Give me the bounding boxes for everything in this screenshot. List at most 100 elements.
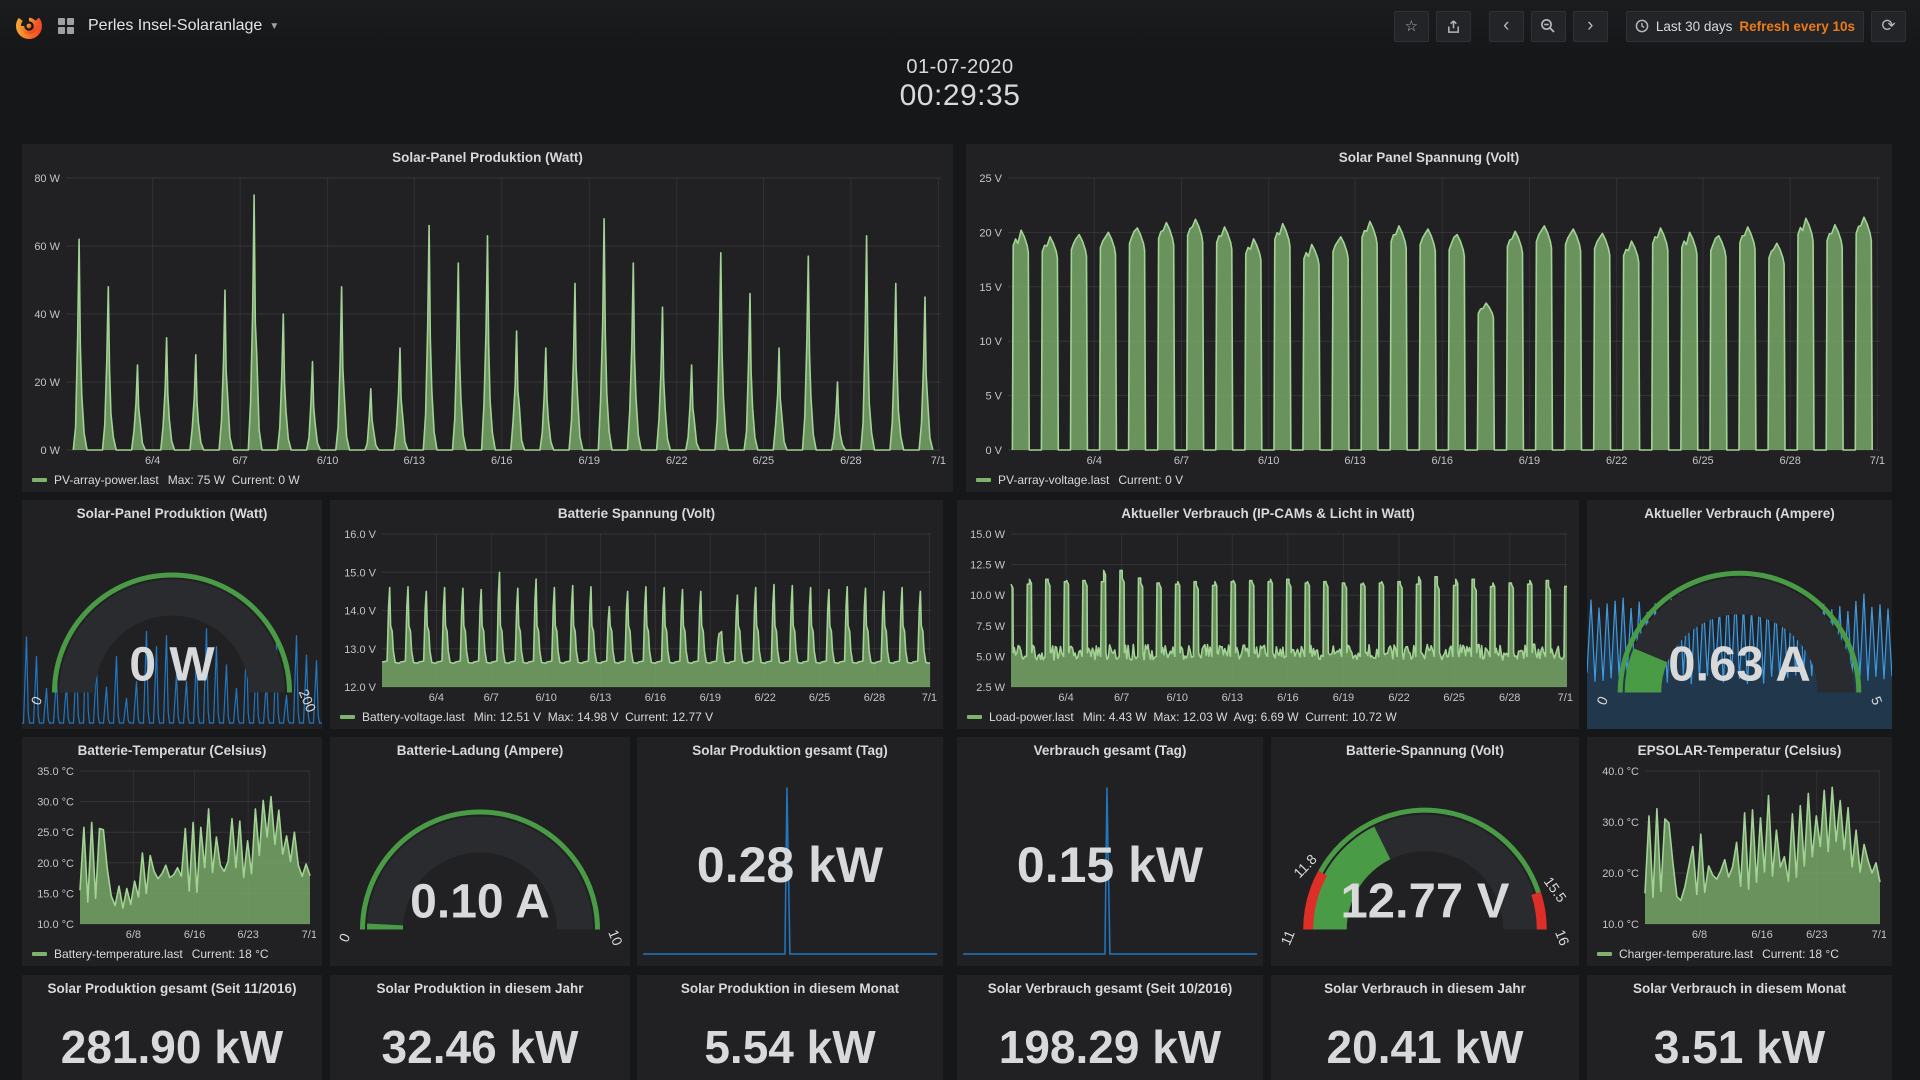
svg-text:10.0 °C: 10.0 °C [37, 919, 74, 931]
svg-text:10: 10 [605, 927, 626, 948]
legend-series-name[interactable]: Charger-temperature.last [1619, 947, 1754, 961]
time-range-picker[interactable]: Last 30 days Refresh every 10s [1625, 10, 1864, 42]
svg-text:6/7: 6/7 [1174, 455, 1189, 467]
refresh-icon: ⟳ [1881, 16, 1896, 35]
panel-total-produktion-gesamt: Solar Produktion gesamt (Seit 11/2016) 2… [22, 975, 322, 1080]
star-button[interactable]: ☆ [1393, 10, 1429, 42]
stat-value: 20.41 kW [1326, 1021, 1524, 1073]
svg-text:20.0 °C: 20.0 °C [37, 858, 74, 870]
chart-legend: PV-array-voltage.last Current: 0 V [976, 472, 1183, 488]
svg-text:6/22: 6/22 [1388, 692, 1409, 704]
svg-text:6/28: 6/28 [1499, 692, 1520, 704]
legend-series-name[interactable]: PV-array-voltage.last [998, 473, 1110, 487]
time-series-chart[interactable]: 6/4 6/7 6/10 6/13 6/16 6/19 6/22 6/25 6/28 7/1 0 W… [26, 170, 947, 468]
legend-swatch [32, 952, 47, 956]
time-series-chart[interactable]: 6/8 6/16 6/23 7/1 10.0 °C 15.0 °C 20.0 °C 25.0 … [26, 763, 317, 942]
panel-total-produktion-monat: Solar Produktion in diesem Monat 5.54 kW [637, 975, 943, 1080]
panel-title[interactable]: Batterie-Spannung (Volt) [1346, 743, 1504, 758]
svg-text:14.0 V: 14.0 V [344, 606, 376, 618]
panel-title[interactable]: Solar Panel Spannung (Volt) [1338, 150, 1520, 165]
legend-series-name[interactable]: Load-power.last [989, 710, 1074, 724]
panel-title[interactable]: Batterie Spannung (Volt) [557, 506, 716, 521]
dashboard-title-dropdown[interactable]: Perles Insel-Solaranlage ▼ [88, 17, 279, 35]
panel-title[interactable]: Batterie-Temperatur (Celsius) [77, 743, 267, 758]
panel-title[interactable]: Solar-Panel Produktion (Watt) [76, 506, 268, 521]
legend-series-name[interactable]: Battery-temperature.last [54, 947, 183, 961]
legend-swatch [32, 478, 47, 482]
svg-text:6/13: 6/13 [1344, 455, 1365, 467]
svg-text:10.0 W: 10.0 W [970, 590, 1005, 602]
refresh-button[interactable]: ⟳ [1871, 10, 1906, 42]
svg-text:80 W: 80 W [34, 173, 60, 185]
svg-text:6/22: 6/22 [1606, 455, 1627, 467]
svg-text:25 V: 25 V [979, 173, 1002, 185]
stat-value: 198.29 kW [998, 1021, 1222, 1073]
svg-text:7.5 W: 7.5 W [976, 621, 1005, 633]
panel-total-verbrauch-jahr: Solar Verbrauch in diesem Jahr 20.41 kW [1271, 975, 1579, 1080]
panel-title[interactable]: Aktueller Verbrauch (IP-CAMs & Licht in … [1121, 506, 1415, 521]
svg-text:6/19: 6/19 [579, 455, 600, 467]
panel-title[interactable]: Solar Verbrauch in diesem Jahr [1324, 981, 1526, 996]
svg-text:6/16: 6/16 [1277, 692, 1298, 704]
legend-series-name[interactable]: PV-array-power.last [54, 473, 159, 487]
stat-value: 0.15 kW [1016, 836, 1204, 893]
panel-title[interactable]: Solar Verbrauch in diesem Monat [1632, 981, 1847, 996]
svg-text:7/1: 7/1 [931, 455, 946, 467]
legend-series-name[interactable]: Battery-voltage.last [362, 710, 465, 724]
panel-title[interactable]: Solar Produktion in diesem Jahr [376, 981, 584, 996]
zoom-out-button[interactable] [1530, 10, 1566, 42]
share-button[interactable] [1435, 10, 1471, 42]
time-forward-button[interactable]: › [1572, 10, 1608, 42]
svg-text:6/13: 6/13 [1222, 692, 1243, 704]
svg-text:6/10: 6/10 [535, 692, 556, 704]
time-series-chart[interactable]: 6/8 6/16 6/23 7/1 10.0 °C 20.0 °C 30.0 °C 40.0 … [1591, 763, 1887, 942]
dashboard-title: Perles Insel-Solaranlage [88, 17, 263, 34]
top-navbar: Perles Insel-Solaranlage ▼ ☆ ‹ › Last 30… [0, 0, 1920, 52]
stat-sparkline [963, 787, 1257, 955]
panel-aktueller-verbrauch-gauge: Aktueller Verbrauch (Ampere) 0 5 0.63 A [1587, 500, 1892, 729]
svg-text:6/22: 6/22 [754, 692, 775, 704]
panel-title[interactable]: EPSOLAR-Temperatur (Celsius) [1637, 743, 1842, 758]
stat-value: 32.46 kW [381, 1021, 579, 1073]
gauge: 0 5 0.63 A [1587, 526, 1892, 729]
stat-sparkline [643, 787, 937, 955]
svg-text:6/4: 6/4 [1058, 692, 1073, 704]
panel-title[interactable]: Verbrauch gesamt (Tag) [1033, 743, 1187, 758]
svg-text:6/16: 6/16 [184, 929, 205, 941]
clock-panel: 01-07-2020 00:29:35 [0, 56, 1920, 113]
svg-text:0 W: 0 W [40, 445, 60, 457]
panel-title[interactable]: Solar-Panel Produktion (Watt) [392, 150, 583, 165]
svg-text:6/16: 6/16 [1751, 929, 1772, 941]
star-icon: ☆ [1404, 18, 1419, 35]
panel-title[interactable]: Aktueller Verbrauch (Ampere) [1644, 506, 1835, 521]
gauge: 0 10 0.10 A [330, 763, 630, 966]
grafana-logo[interactable] [14, 11, 44, 41]
svg-text:60 W: 60 W [34, 241, 60, 253]
panel-title[interactable]: Solar Verbrauch gesamt (Seit 10/2016) [987, 981, 1233, 996]
time-series-chart[interactable]: 6/4 6/7 6/10 6/13 6/16 6/19 6/22 6/25 6/28 7/1 2.5… [961, 526, 1573, 705]
svg-text:10 V: 10 V [979, 336, 1002, 348]
svg-text:30.0 °C: 30.0 °C [37, 797, 74, 809]
svg-text:16: 16 [1552, 927, 1573, 948]
panel-total-verbrauch-monat: Solar Verbrauch in diesem Monat 3.51 kW [1587, 975, 1892, 1080]
panel-aktueller-verbrauch-chart: Aktueller Verbrauch (IP-CAMs & Licht in … [957, 500, 1579, 729]
stat-value: 0.28 kW [696, 836, 884, 893]
time-back-button[interactable]: ‹ [1488, 10, 1524, 42]
time-series-chart[interactable]: 6/4 6/7 6/10 6/13 6/16 6/19 6/22 6/25 6/28 7/1 0 V… [970, 170, 1886, 468]
panel-batterie-spannung-gauge: Batterie-Spannung (Volt) 11 11.8 15.5 16 12.… [1271, 737, 1579, 966]
svg-text:6/4: 6/4 [145, 455, 160, 467]
svg-text:6/25: 6/25 [753, 455, 774, 467]
stat-value: 281.90 kW [60, 1021, 284, 1073]
panel-title[interactable]: Solar Produktion gesamt (Seit 11/2016) [47, 981, 297, 996]
svg-text:6/16: 6/16 [1432, 455, 1453, 467]
svg-text:6/25: 6/25 [809, 692, 830, 704]
svg-text:6/19: 6/19 [1333, 692, 1354, 704]
svg-text:15.0 °C: 15.0 °C [37, 888, 74, 900]
chevron-left-icon: ‹ [1503, 14, 1510, 36]
svg-text:12.0 V: 12.0 V [344, 682, 376, 694]
panel-title[interactable]: Solar Produktion gesamt (Tag) [692, 743, 888, 758]
time-series-chart[interactable]: 6/4 6/7 6/10 6/13 6/16 6/19 6/22 6/25 6/28 7/1 12.… [334, 526, 937, 705]
panel-title[interactable]: Solar Produktion in diesem Monat [680, 981, 900, 996]
panel-title[interactable]: Batterie-Ladung (Ampere) [396, 743, 564, 758]
dashboards-grid-icon[interactable] [58, 18, 74, 34]
